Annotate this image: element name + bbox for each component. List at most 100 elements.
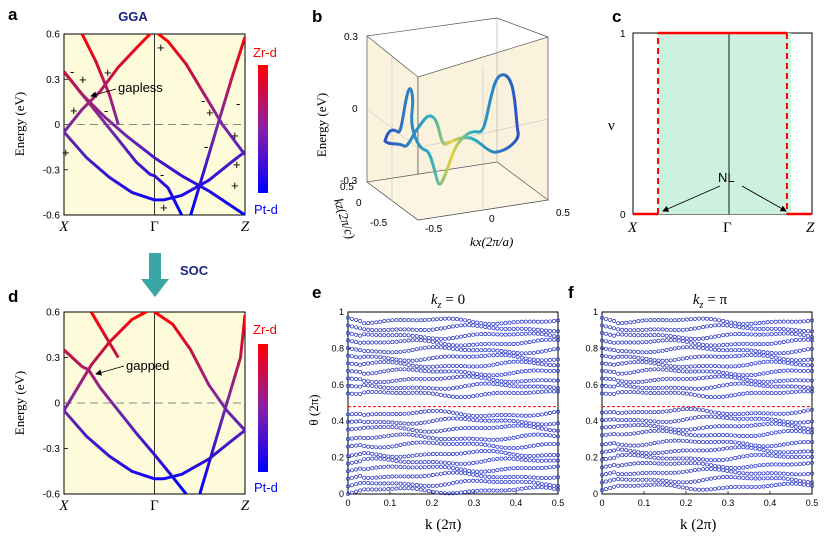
panel-e-wcc-band-11 xyxy=(346,389,560,400)
panel-e-wcc-point xyxy=(350,468,354,473)
panel-e-wcc-point xyxy=(467,354,472,359)
panel-e-wcc-point xyxy=(467,348,472,353)
panel-f-wcc-point xyxy=(652,333,657,338)
panel-e-wcc-point xyxy=(438,326,443,331)
panel-e-wcc-point xyxy=(535,378,540,383)
panel-e-wcc-point xyxy=(442,491,447,496)
panel-f-wcc-point xyxy=(745,434,750,439)
panel-f-wcc-point xyxy=(656,451,661,455)
panel-f-wcc-point xyxy=(773,443,778,448)
panel-f-wcc-point xyxy=(644,350,649,355)
panel-f-wcc-point xyxy=(797,455,802,459)
panel-e-wcc-point xyxy=(475,478,480,483)
panel-e-wcc-point xyxy=(354,362,359,367)
panel-e-wcc-point xyxy=(358,362,363,367)
panel-f-wcc-point xyxy=(789,368,794,373)
panel-e-wcc-point xyxy=(370,379,375,384)
panel-e-wcc-point xyxy=(499,332,504,337)
panel-f-wcc-point xyxy=(777,450,782,455)
panel-e-wcc-point xyxy=(547,319,552,324)
panel-e-wcc-point xyxy=(426,364,431,369)
panel-e-wcc-point xyxy=(503,379,508,384)
panel-f-wcc-point xyxy=(656,367,661,372)
panel-f-wcc-point xyxy=(660,409,665,414)
panel-e-wcc-point xyxy=(455,470,459,475)
panel-e-wcc-point xyxy=(491,353,496,358)
panel-e-wcc-point xyxy=(507,413,512,418)
panel-e-wcc-point xyxy=(382,411,387,416)
panel-f-wcc-point xyxy=(785,339,790,344)
panel-e-wcc-point xyxy=(483,458,488,463)
panel-e-wcc-point xyxy=(414,334,419,339)
panel-f-wcc-point xyxy=(737,412,742,416)
panel-e-wcc-band-10 xyxy=(346,408,560,418)
panel-f-wcc-point xyxy=(628,418,633,423)
panel-e-wcc-point xyxy=(527,485,532,490)
panel-f-wcc-point xyxy=(806,472,810,476)
panel-f-wcc-band-9 xyxy=(600,414,814,425)
panel-e-wcc-point xyxy=(539,481,544,486)
panel-e-wcc-point xyxy=(543,348,548,353)
panel-f-wcc-point xyxy=(717,318,722,323)
panel-e-wcc-band-6 xyxy=(346,440,560,451)
panel-e-wcc-point xyxy=(410,441,415,445)
panel-f-wcc-point xyxy=(789,327,794,332)
panel-e-wcc-point xyxy=(422,460,427,465)
panel-f-wcc-point xyxy=(652,428,657,433)
panel-e-wcc-point xyxy=(547,441,552,446)
panel-f-wcc-point xyxy=(785,411,790,416)
panel-e-wcc-point xyxy=(350,369,354,374)
panel-e-wcc-point xyxy=(503,418,508,423)
panel-f-wcc-point xyxy=(628,423,633,428)
panel-f-wcc-point xyxy=(604,479,608,484)
panel-f-wcc-point xyxy=(705,394,709,399)
panel-e-wcc-point xyxy=(556,346,560,351)
panel-e-wcc-point xyxy=(539,476,544,480)
panel-e-wcc-point xyxy=(410,338,415,343)
panel-e-wcc-point xyxy=(390,386,395,391)
panel-e-wcc-point xyxy=(406,427,411,432)
panel-f-wcc-point xyxy=(769,462,774,467)
panel-f-wcc-point xyxy=(701,414,705,419)
panel-f-wcc-point xyxy=(713,440,718,444)
panel-f-wcc-point xyxy=(793,332,798,337)
panel-f-wcc-point xyxy=(608,332,613,337)
panel-f-wcc-point xyxy=(797,378,802,383)
panel-e-wcc-point xyxy=(487,426,492,430)
panel-e-wcc-point xyxy=(487,437,492,442)
panel-e-wcc-point xyxy=(346,419,350,424)
panel-e-wcc-point xyxy=(531,357,536,362)
panel-e-wcc-point xyxy=(519,319,524,324)
panel-e-wcc-point xyxy=(366,383,371,388)
panel-e-wcc-point xyxy=(487,373,492,378)
panel-e-wcc-point xyxy=(398,421,403,426)
panel-e-wcc-point xyxy=(491,326,496,331)
panel-f-wcc-point xyxy=(753,349,758,353)
panel-f-wcc-point xyxy=(781,357,786,362)
panel-d-ytick-2: 0 xyxy=(54,399,60,410)
panel-f-wcc-point xyxy=(701,461,705,466)
panel-e-wcc-point xyxy=(426,409,431,414)
panel-e-wcc-point xyxy=(483,353,488,358)
panel-e-wcc-point xyxy=(350,384,354,389)
panel-e-wcc-point xyxy=(463,395,468,399)
panel-e-wcc-point xyxy=(430,369,435,374)
panel-f-wcc-point xyxy=(773,418,778,423)
panel-e-wcc-band-20 xyxy=(346,323,560,334)
panel-e-wcc-point xyxy=(414,428,419,433)
panel-f-wcc-point xyxy=(600,488,604,493)
panel-e-wcc-point xyxy=(483,426,488,431)
panel-e-wcc-point xyxy=(543,378,548,383)
panel-f-wcc-point xyxy=(789,462,794,467)
panel-f-wcc-point xyxy=(692,479,697,484)
panel-f-wcc-point xyxy=(721,475,726,480)
panel-e-wcc-point xyxy=(418,465,423,470)
panel-f-wcc-band-4 xyxy=(600,452,814,463)
panel-f-wcc-point xyxy=(684,407,689,412)
panel-e-wcc-point xyxy=(422,488,427,493)
panel-c-ytick-0: 1 xyxy=(620,29,626,40)
panel-f-wcc-point xyxy=(636,471,641,476)
panel-f-wcc-point xyxy=(696,354,701,359)
panel-f-wcc-point xyxy=(620,447,625,452)
panel-e-wcc-point xyxy=(475,320,480,325)
